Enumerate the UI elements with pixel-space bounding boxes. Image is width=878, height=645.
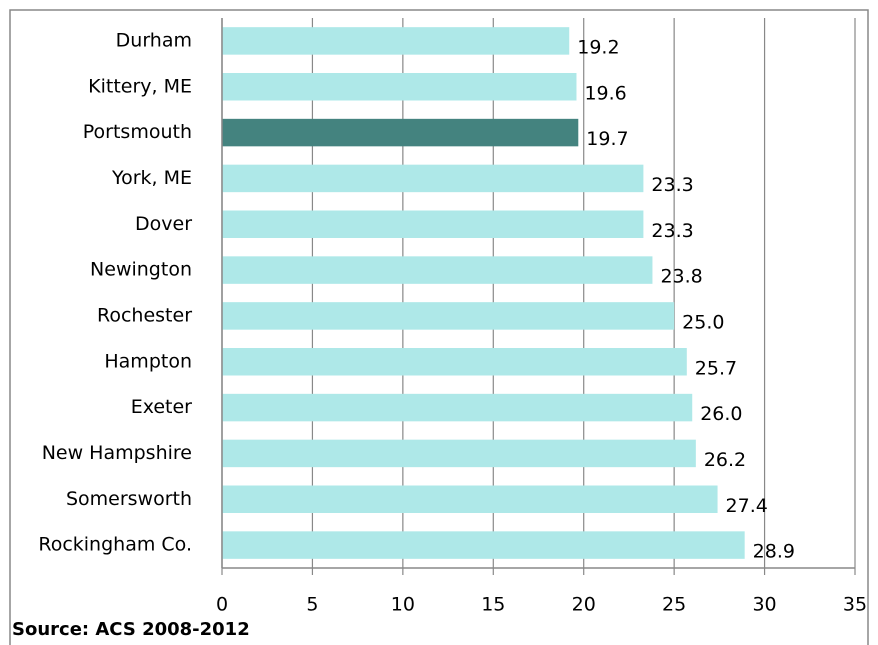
y-tick-label: Kittery, ME [88,75,192,97]
value-label: 25.0 [682,311,724,333]
x-tick-label: 30 [752,594,776,616]
bar [222,348,687,376]
source-note: Source: ACS 2008-2012 [12,619,250,640]
value-label: 25.7 [695,357,737,379]
value-label: 28.9 [753,541,795,563]
x-tick-label: 10 [391,594,415,616]
x-tick-label: 15 [481,594,505,616]
bar [222,531,745,559]
y-tick-label: Durham [116,29,192,51]
value-label: 23.3 [651,174,693,196]
y-tick-label: Rockingham Co. [38,534,192,556]
bar [222,393,693,422]
bar [222,73,577,101]
bar [222,302,675,330]
bar [222,485,718,513]
chart-border [9,9,869,645]
bar [222,164,644,193]
y-tick-label: Hampton [104,350,192,372]
x-tick-label: 0 [216,594,228,616]
y-tick-label: Somersworth [66,488,192,510]
x-tick-label: 25 [662,594,686,616]
value-label: 23.3 [651,220,693,242]
x-tick-label: 20 [572,594,596,616]
y-tick-label: Exeter [131,396,192,418]
value-label: 27.4 [726,495,768,517]
x-tick-label: 35 [843,594,867,616]
y-tick-label: York, ME [111,167,192,189]
y-tick-label: Portsmouth [83,121,192,143]
bar [222,118,579,147]
value-label: 19.2 [577,36,619,58]
value-label: 26.2 [704,449,746,471]
y-tick-label: Newington [90,259,192,281]
x-tick-label: 5 [306,594,318,616]
bar [222,439,696,468]
value-label: 19.7 [586,128,628,150]
y-tick-label: New Hampshire [42,442,192,464]
value-label: 19.6 [584,82,626,104]
y-tick-label: Dover [135,213,192,235]
y-tick-label: Rochester [97,304,192,326]
bar [222,256,653,284]
value-label: 23.8 [660,266,702,288]
value-label: 26.0 [700,403,742,425]
bar [222,210,644,238]
bar [222,27,570,55]
